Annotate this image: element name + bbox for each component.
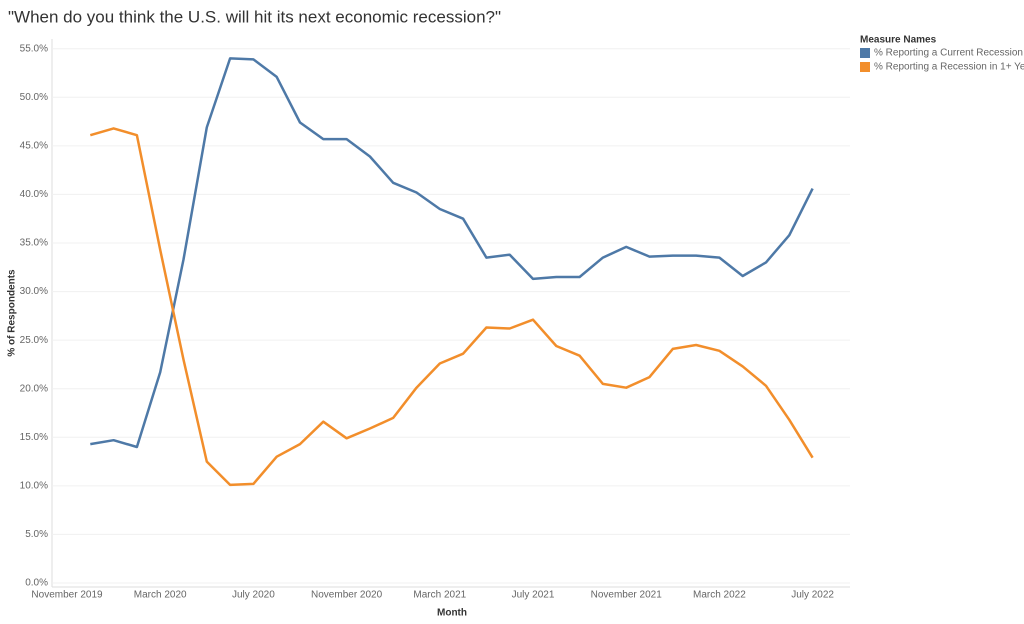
x-tick-label: March 2022	[693, 590, 746, 601]
y-tick-label: 10.0%	[20, 480, 48, 491]
x-tick-label: July 2020	[232, 590, 275, 601]
y-tick-label: 20.0%	[20, 383, 48, 394]
y-tick-label: 40.0%	[20, 189, 48, 200]
x-tick-label: July 2021	[512, 590, 555, 601]
x-tick-label: March 2020	[134, 590, 187, 601]
x-tick-label: July 2022	[791, 590, 834, 601]
y-tick-label: 30.0%	[20, 286, 48, 297]
series-line	[89, 127, 814, 487]
x-tick-label: November 2021	[591, 590, 663, 601]
x-axis-title: Month	[437, 608, 467, 619]
y-axis-title: % of Respondents	[7, 269, 18, 357]
x-tick-label: November 2019	[31, 590, 103, 601]
series-line	[90, 57, 814, 449]
y-tick-label: 25.0%	[20, 335, 48, 346]
y-tick-label: 15.0%	[20, 432, 48, 443]
legend-title: Measure Names	[860, 35, 937, 46]
x-tick-label: November 2020	[311, 590, 383, 601]
y-tick-label: 35.0%	[20, 238, 48, 249]
y-tick-label: 50.0%	[20, 92, 48, 103]
y-tick-label: 55.0%	[20, 43, 48, 54]
x-tick-label: March 2021	[413, 590, 466, 601]
chart-title: "When do you think the U.S. will hit its…	[8, 7, 501, 26]
y-tick-label: 5.0%	[25, 529, 48, 540]
legend-swatch	[860, 62, 870, 72]
legend-label: % Reporting a Current Recession	[874, 48, 1023, 59]
y-tick-label: 45.0%	[20, 140, 48, 151]
y-tick-label: 0.0%	[25, 578, 48, 589]
legend-label: % Reporting a Recession in 1+ Year	[874, 62, 1024, 73]
legend-swatch	[860, 48, 870, 58]
